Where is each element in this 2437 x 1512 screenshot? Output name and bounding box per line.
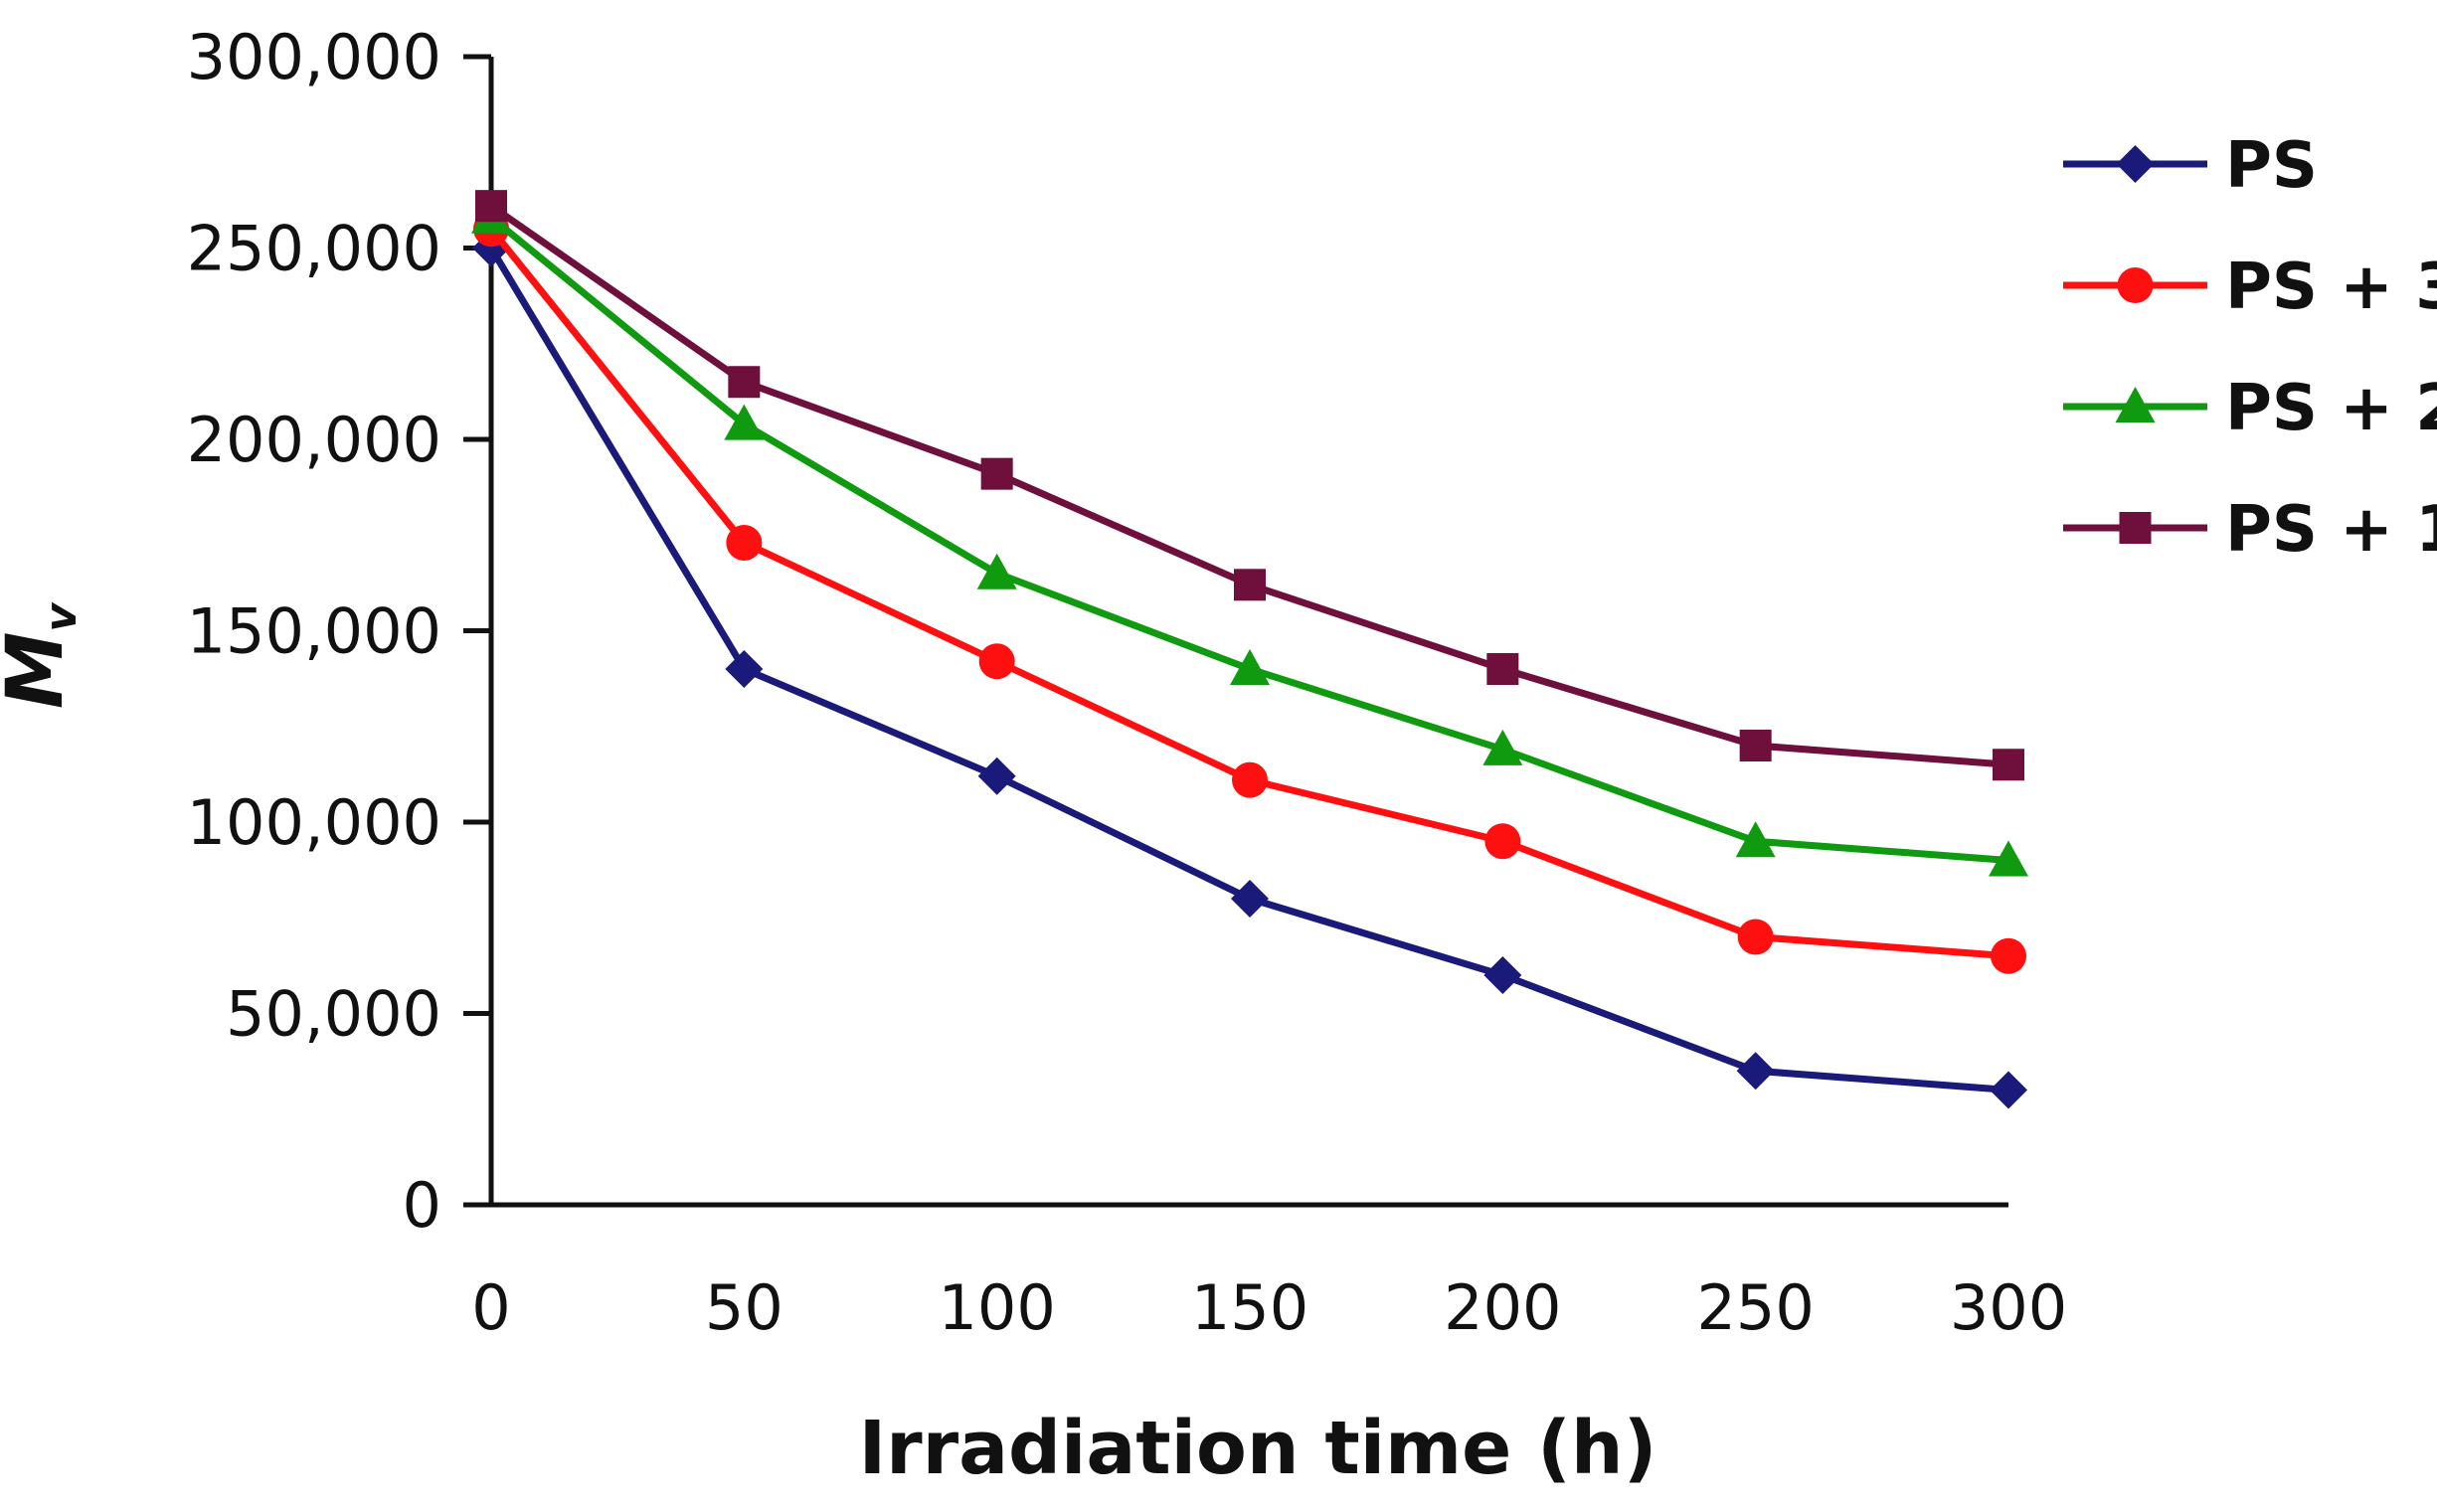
legend-marker: [2115, 387, 2156, 422]
data-point: [1990, 1071, 2027, 1109]
y-tick-label: 0: [403, 1169, 441, 1242]
x-tick-label: 250: [1696, 1271, 1814, 1344]
data-point: [1230, 649, 1270, 685]
y-tick-label: 300,000: [187, 21, 441, 93]
data-point: [724, 404, 765, 440]
data-point: [1484, 823, 1521, 860]
y-axis-title-subscript: v: [36, 602, 87, 632]
data-point: [726, 524, 763, 561]
x-tick-label: 200: [1444, 1271, 1561, 1344]
axes-layer: 0 50,000 100,000 150,000 200,000 250,000 300,0…: [187, 21, 2068, 1344]
data-point: [1737, 919, 1774, 955]
data-point: [1231, 880, 1269, 918]
data-point: [1486, 653, 1519, 685]
data-point: [976, 553, 1017, 589]
data-point: [1232, 761, 1268, 798]
legend-entry: PS: [2063, 129, 2318, 203]
legend: PS PS + 3 PS + 2 PS + 1: [2063, 129, 2437, 567]
data-point: [1735, 821, 1776, 858]
legend-label: PS: [2225, 129, 2318, 203]
axis-titles: Irradiation time (h) Mv: [0, 602, 1656, 1491]
y-axis-title: Mv: [0, 602, 87, 710]
series-ps-2: [471, 197, 2028, 877]
legend-label: PS + 3: [2225, 251, 2437, 324]
legend-marker: [2119, 512, 2152, 544]
data-point: [1483, 956, 1522, 994]
y-tick-label: 50,000: [226, 978, 441, 1051]
y-axis-title-main: M: [0, 632, 81, 710]
x-tick-label: 0: [471, 1271, 510, 1344]
data-point: [1991, 937, 2026, 974]
legend-marker: [2116, 145, 2155, 183]
x-axis-title: Irradiation time (h): [859, 1406, 1657, 1491]
data-point: [1993, 749, 2024, 781]
data-point: [1234, 569, 1266, 601]
x-tick-label: 150: [1191, 1271, 1308, 1344]
data-point: [475, 190, 507, 223]
data-point: [1482, 729, 1523, 765]
y-tick-label: 100,000: [187, 786, 441, 859]
data-point: [728, 366, 761, 399]
y-tick-label: 150,000: [187, 595, 441, 668]
legend-label: PS + 2: [2225, 372, 2437, 445]
y-tick-label: 200,000: [187, 404, 441, 476]
y-tick-label: 250,000: [187, 213, 441, 285]
x-tick-label: 300: [1950, 1271, 2067, 1344]
data-point: [980, 457, 1013, 490]
x-tick-label: 100: [938, 1271, 1055, 1344]
legend-marker: [2117, 267, 2154, 303]
series-ps: [472, 229, 2027, 1109]
legend-entry: PS + 3: [2063, 251, 2437, 324]
series-layer: [471, 190, 2028, 1109]
data-point: [1989, 840, 2028, 877]
data-point: [1736, 1052, 1775, 1091]
data-point: [1739, 730, 1772, 761]
data-point: [977, 756, 1016, 795]
data-point: [978, 643, 1015, 680]
data-point: [725, 650, 764, 688]
legend-entry: PS + 1: [2063, 493, 2437, 567]
legend-entry: PS + 2: [2063, 372, 2437, 445]
series-ps-1: [475, 190, 2024, 781]
x-tick-label: 50: [705, 1271, 783, 1344]
legend-label: PS + 1: [2225, 493, 2437, 567]
